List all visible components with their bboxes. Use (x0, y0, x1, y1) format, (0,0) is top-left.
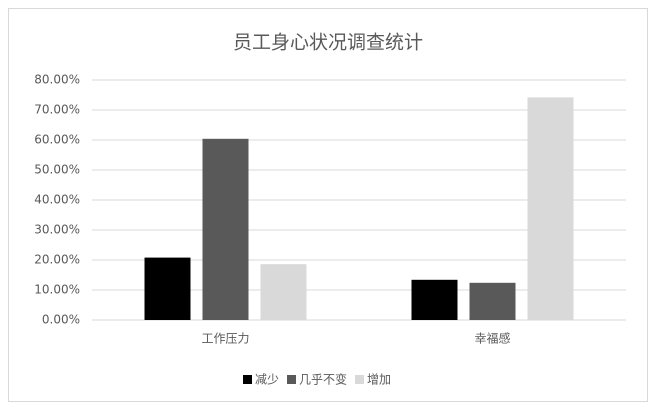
legend-label: 增加 (367, 373, 391, 387)
bar (469, 282, 516, 320)
legend-swatch (287, 375, 297, 384)
y-tick-label: 80.00% (34, 73, 80, 87)
y-tick-label: 60.00% (34, 133, 80, 147)
x-tick-label: 幸福感 (474, 331, 510, 346)
bar (202, 138, 249, 320)
x-tick-label: 工作压力 (201, 332, 249, 346)
y-tick-label: 10.00% (34, 283, 80, 297)
legend-swatch (243, 375, 252, 384)
legend-swatch (355, 375, 365, 384)
chart-title: 员工身心状况调查统计 (233, 32, 423, 54)
y-tick-label: 0.00% (42, 313, 80, 327)
legend-label: 几乎不变 (299, 372, 347, 387)
bar (527, 97, 574, 321)
bar (144, 257, 191, 320)
y-tick-label: 40.00% (34, 193, 80, 207)
legend-label: 减少 (255, 373, 279, 387)
y-tick-label: 20.00% (34, 253, 80, 267)
y-tick-label: 50.00% (34, 163, 80, 177)
y-tick-label: 70.00% (34, 103, 80, 117)
y-tick-label: 30.00% (34, 223, 80, 237)
bar (260, 264, 307, 320)
bar (411, 279, 458, 320)
